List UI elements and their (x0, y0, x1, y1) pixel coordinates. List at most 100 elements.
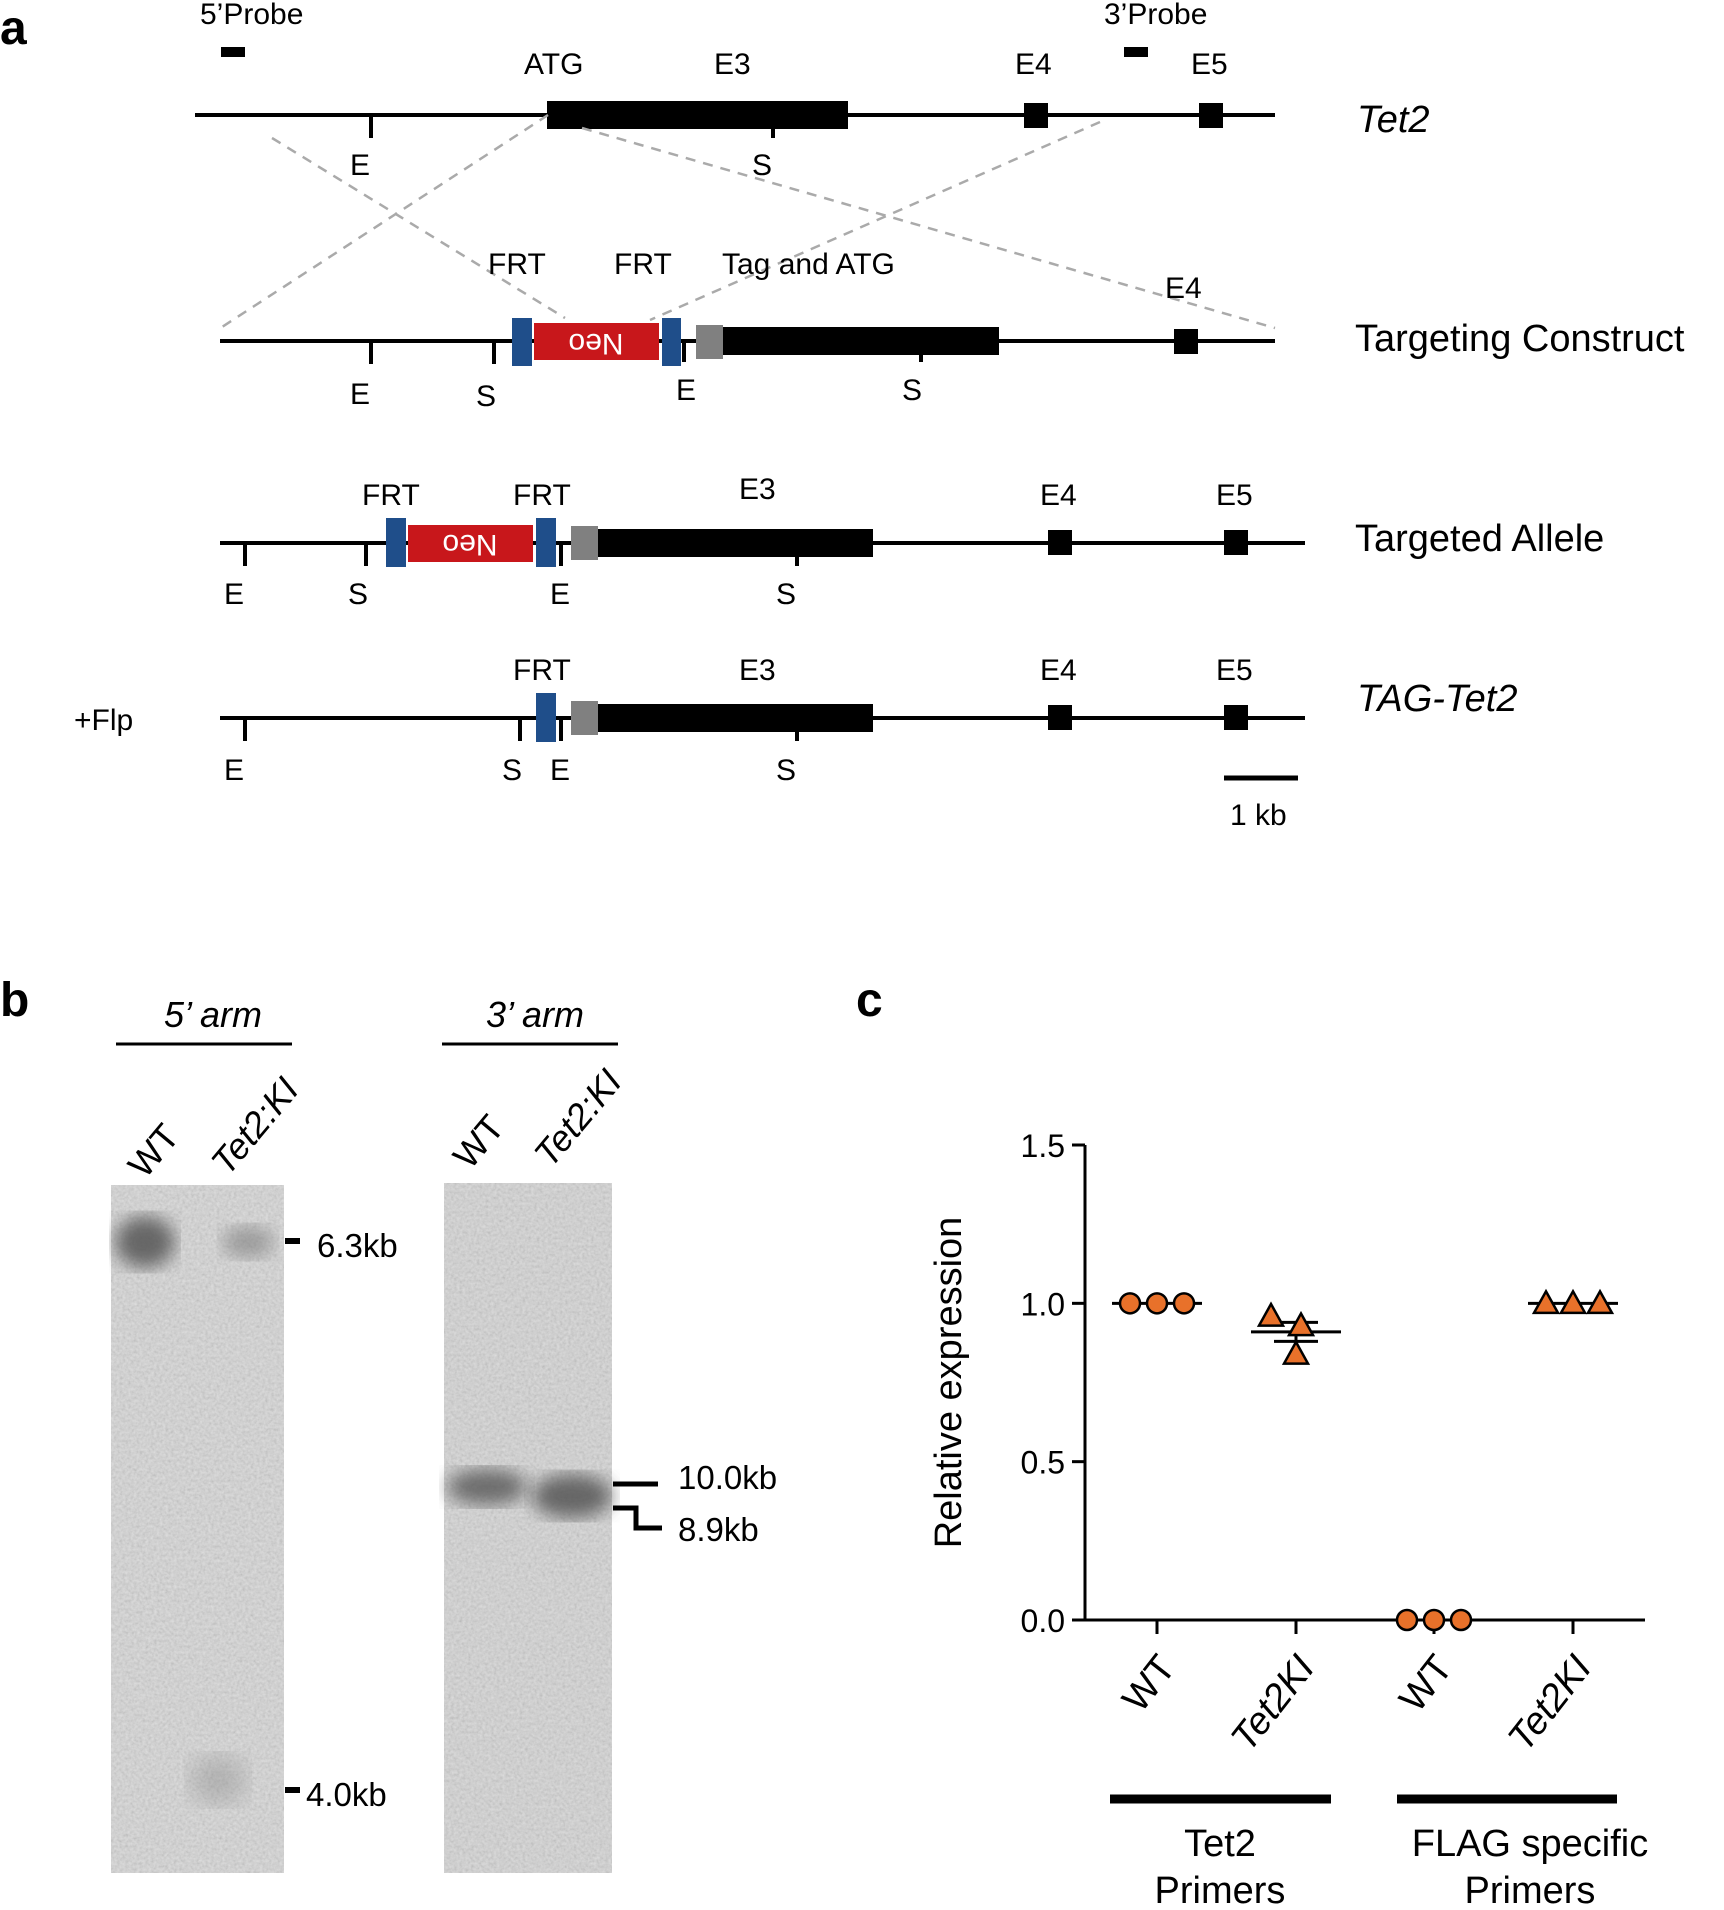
allele-row-name: Targeted Allele (1355, 518, 1604, 560)
arm5-lane-wt: WT (120, 1116, 187, 1185)
y-tick-label: 1.5 (1021, 1128, 1065, 1164)
arm5-blot-texture (111, 1185, 284, 1873)
panel-a-label: a (0, 2, 27, 55)
arm5-lane-ki: Tet2:KI (203, 1069, 307, 1182)
arm3-marker-bottom-tick (613, 1505, 662, 1531)
panel-a: a 5’Probe 3’Probe ATG E3 E4 E5 E S Tet2 (0, 0, 1685, 832)
construct-e4-exon (1174, 329, 1198, 354)
construct-tag-atg-label: Tag and ATG (722, 248, 895, 281)
tet2-site-e-label: E (350, 149, 370, 182)
arm5-marker-top: 6.3kb (317, 1227, 398, 1264)
arm5-title: 5’ arm (164, 994, 262, 1035)
allele-neo-box (408, 525, 533, 562)
blot-3-arm: 3’ arm WT Tet2:KI 10.0kb 8.9kb (442, 994, 777, 1873)
construct-neo-label: Neo (568, 327, 623, 360)
construct-neo-box (534, 323, 659, 360)
panel-c: c 0.0 0.5 1.0 1.5 Relative expression WT Tet2K… (856, 974, 1648, 1910)
tag-e5-label: E5 (1216, 654, 1253, 687)
tet2-row-name: Tet2 (1357, 99, 1430, 141)
y-tick-label: 1.0 (1021, 1286, 1065, 1322)
group1-label-line1: Tet2 (1184, 1823, 1256, 1865)
arm5-wt-band-6-3kb (115, 1216, 175, 1268)
tag-e5-exon (1224, 705, 1248, 730)
arm5-ki-band-4-0kb (190, 1756, 246, 1804)
tag-row-name: TAG-Tet2 (1357, 678, 1518, 720)
probe-5-label: 5’Probe (200, 0, 303, 31)
tag-site-s2-label: S (776, 754, 796, 787)
data-point-triangle (1558, 1288, 1588, 1315)
allele-e3-label: E3 (739, 473, 776, 506)
construct-site-s2-label: S (902, 374, 922, 407)
tet2-e4-label: E4 (1015, 48, 1052, 81)
tet2-site-s-label: S (752, 149, 772, 182)
allele-e5-label: E5 (1216, 479, 1253, 512)
tag-e3-exon (598, 704, 873, 732)
data-point-circle (1118, 1292, 1142, 1315)
x-tick-label: Tet2KI (1223, 1647, 1323, 1759)
scale-bar-label: 1 kb (1230, 799, 1287, 832)
allele-frt2-box (536, 518, 556, 567)
tet2-e3-label: E3 (714, 48, 751, 81)
construct-site-e1-label: E (350, 378, 370, 411)
tet2-e5-label: E5 (1191, 48, 1228, 81)
tet2-e5-exon (1199, 103, 1223, 128)
tet2-e4-exon (1024, 103, 1048, 128)
x-tick-label: WT (1392, 1648, 1461, 1720)
data-point-triangle (1281, 1339, 1311, 1365)
arm3-lane-ki: Tet2:KI (526, 1061, 630, 1174)
allele-frt1-label: FRT (362, 479, 420, 512)
y-axis-label: Relative expression (928, 1217, 970, 1549)
group2-label-line2: Primers (1465, 1870, 1596, 1910)
allele-e4-exon (1048, 530, 1072, 555)
tag-e3-label: E3 (739, 654, 776, 687)
allele-e4-label: E4 (1040, 479, 1077, 512)
allele-site-e2-label: E (550, 578, 570, 611)
data-point-triangle (1256, 1301, 1286, 1327)
arm3-marker-top: 10.0kb (678, 1459, 777, 1496)
arm5-ki-band-6-3kb (222, 1226, 274, 1258)
data-point-circle (1172, 1292, 1196, 1315)
tag-frt-box (536, 693, 556, 742)
tet2-e3-exon (547, 101, 848, 129)
panel-b: b 5’ arm WT Tet2:KI 6.3kb 4.0kb 3’ arm W… (0, 974, 777, 1873)
targeting-construct-row: Neo FRT FRT Tag and ATG E4 E S E S Targe… (220, 248, 1685, 413)
construct-e3-exon (723, 327, 999, 355)
group1-label-line2: Primers (1155, 1870, 1286, 1910)
homology-arm-lines (221, 113, 1276, 330)
construct-site-e2-label: E (676, 374, 696, 407)
tag-frt-label: FRT (513, 654, 571, 687)
allele-site-s1-label: S (348, 578, 368, 611)
data-point-circle (1395, 1608, 1419, 1632)
blot-5-arm: 5’ arm WT Tet2:KI 6.3kb 4.0kb (111, 994, 398, 1873)
group2-label-line1: FLAG specific (1412, 1823, 1649, 1865)
probe-5-bar (221, 47, 245, 57)
allele-tag-box (571, 526, 598, 560)
construct-frt2-label: FRT (614, 248, 672, 281)
data-point-circle (1422, 1608, 1446, 1632)
data-point-triangle (1286, 1310, 1316, 1337)
arm3-wt-band (447, 1469, 527, 1505)
allele-neo-label: Neo (442, 528, 497, 561)
data-point-circle (1449, 1608, 1473, 1632)
allele-frt2-label: FRT (513, 479, 571, 512)
construct-frt2-box (662, 318, 681, 366)
arm5-marker-bottom: 4.0kb (306, 1776, 387, 1813)
arm3-lane-wt: WT (445, 1107, 512, 1176)
allele-frt1-box (386, 518, 406, 567)
tag-e4-exon (1048, 705, 1072, 730)
arm3-marker-bottom: 8.9kb (678, 1511, 759, 1548)
flp-label: +Flp (74, 704, 133, 737)
x-tick-label: WT (1115, 1648, 1184, 1720)
panel-c-label: c (856, 974, 883, 1027)
probe-3-label: 3’Probe (1104, 0, 1207, 31)
data-point-circle (1145, 1292, 1169, 1315)
construct-tag-box (696, 325, 723, 359)
construct-site-s1-label: S (476, 380, 496, 413)
arm3-ki-band (532, 1474, 612, 1518)
construct-frt1-box (512, 318, 532, 366)
tet2-wildtype-row: ATG E3 E4 E5 E S Tet2 (195, 48, 1430, 182)
allele-e3-exon (598, 529, 873, 557)
tag-e4-label: E4 (1040, 654, 1077, 687)
construct-e4-label: E4 (1165, 272, 1202, 305)
arm3-title: 3’ arm (486, 994, 584, 1035)
